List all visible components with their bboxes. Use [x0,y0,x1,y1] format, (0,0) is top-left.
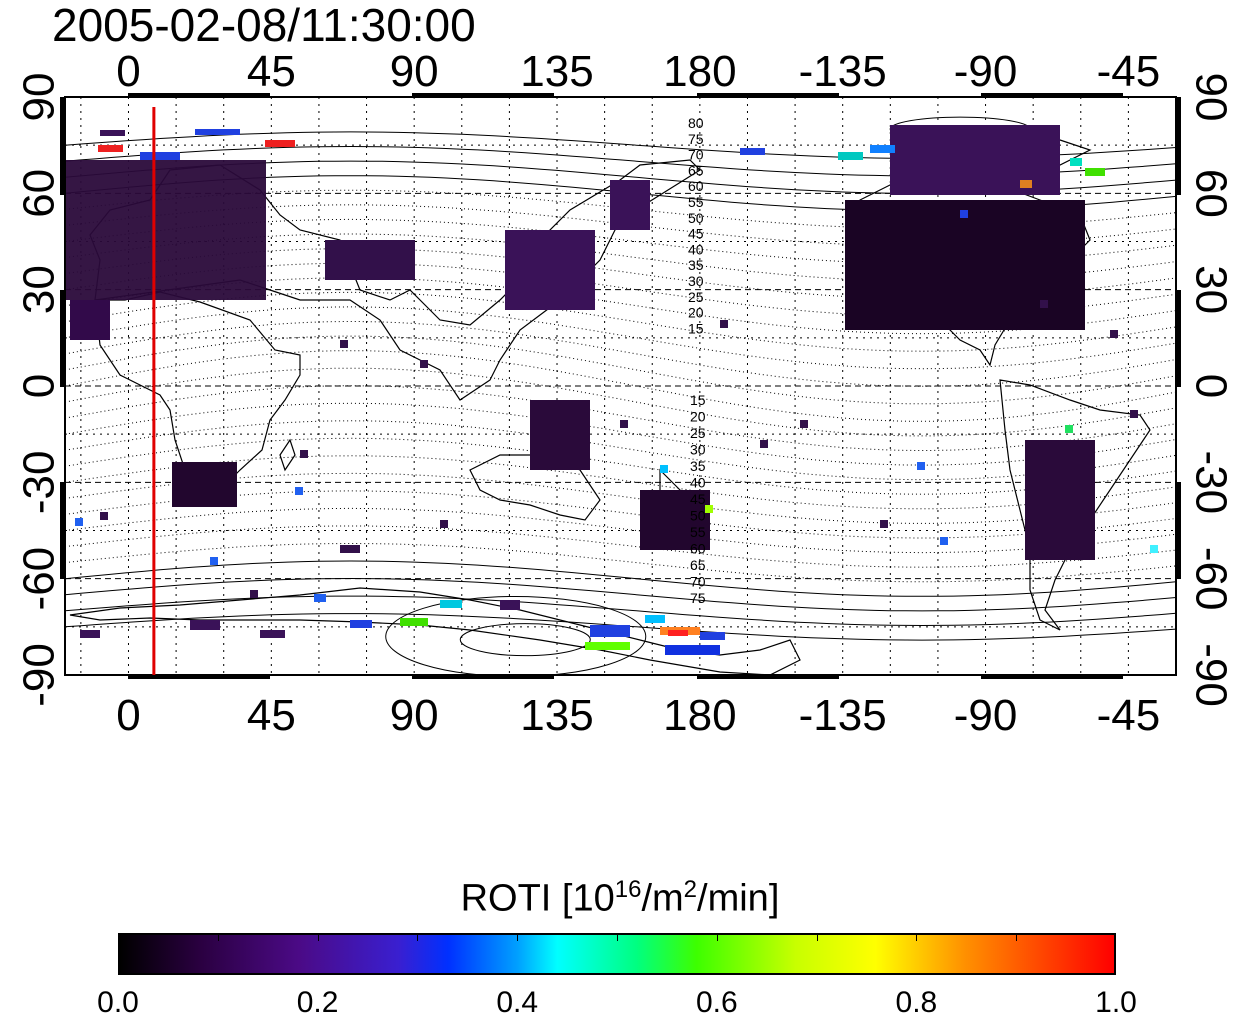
contour-label: 65 [688,162,704,178]
y-tick-label: -60 [14,547,63,611]
colorbar-tick-mark [217,933,219,941]
contour-label: 80 [688,115,704,131]
south-pole-contour [459,623,591,657]
x-tick-label: -135 [799,47,887,96]
contour-line [64,507,1177,554]
contour-label: 40 [690,475,706,491]
colorbar-tick-mark [816,933,818,941]
y-tick-label: -90 [14,643,63,707]
contour-label: 15 [688,320,704,336]
contour-label: 30 [688,273,704,289]
x-tick-label: 45 [247,691,296,740]
contour-label: 55 [688,194,704,210]
contour-label: 20 [688,305,704,321]
colorbar-title: ROTI [1016/m2/min] [460,876,780,920]
contour-line [64,577,1177,612]
colorbar-tick-label: 0.8 [895,986,938,1019]
colorbar-tick-mark [417,933,419,941]
contour-label: 35 [690,458,706,474]
x-tick-label: 180 [663,691,736,740]
contour-line [64,320,1177,387]
south-pole-contour [385,595,647,677]
contour-label: 20 [690,409,706,425]
colorbar-tick-label: 0.6 [695,986,738,1019]
y-tick-label: 0 [14,374,63,398]
roti-data-pixels [66,125,1158,655]
contour-label: 45 [690,491,706,507]
y-tick-label: 60 [1187,169,1236,218]
map-title: 2005-02-08/11:30:00 [52,0,476,51]
contour-line [64,335,1177,405]
y-axis-left-labels: 90 60 30 0 -30 -60 -90 [14,73,63,707]
y-tick-label: 90 [1187,73,1236,122]
x-tick-label: 135 [520,691,593,740]
contour-label: 55 [690,524,706,540]
x-tick-label: 90 [390,47,439,96]
contour-label: 60 [690,541,706,557]
x-axis-top-labels: 0 45 90 135 180 -135 -90 -45 [116,47,1160,96]
y-tick-label: 0 [1187,374,1236,398]
y-tick-label: 90 [14,73,63,122]
contour-line [64,402,1177,466]
x-axis-bottom-labels: 0 45 90 135 180 -135 -90 -45 [116,691,1160,740]
x-tick-label: 180 [663,47,736,96]
colorbar-tick-mark [916,933,918,941]
y-tick-label: 30 [1187,265,1236,314]
contour-label: 25 [688,289,704,305]
colorbar-tick-label: 0.0 [97,986,139,1019]
y-tick-label: 60 [14,169,63,218]
contour-line [64,525,1177,568]
contour-label: 50 [688,210,704,226]
x-tick-label: 0 [116,47,140,96]
contour-line [64,367,1177,437]
y-tick-label: -90 [1187,643,1236,707]
colorbar-tick-mark [317,933,319,941]
colorbar-tick-mark [517,933,519,941]
x-tick-label: -90 [954,47,1018,96]
contour-label: 70 [688,147,704,163]
contour-label: 45 [688,226,704,242]
contour-label: 40 [688,241,704,257]
contour-label: 75 [688,131,704,147]
y-tick-label: -30 [14,451,63,515]
x-tick-label: 0 [116,691,140,740]
contour-line [64,595,1177,627]
contour-line [64,385,1177,452]
colorbar-tick-label: 1.0 [1095,986,1137,1019]
colorbar-tick-label: 0.4 [496,986,539,1019]
y-tick-label: -60 [1187,547,1236,611]
x-tick-label: -90 [954,691,1018,740]
contour-label: 30 [690,442,706,458]
y-axis-right-labels: 90 60 30 0 -30 -60 -90 [1187,73,1236,707]
contour-label: 65 [690,557,706,573]
colorbar-tick-label: 0.2 [296,986,339,1019]
x-tick-label: 45 [247,47,296,96]
contour-label: 60 [688,178,704,194]
y-tick-label: -30 [1187,451,1236,515]
y-tick-label: 30 [14,265,63,314]
x-tick-label: 90 [390,691,439,740]
axis-border-blocks [60,93,1181,679]
contour-label: 75 [690,590,706,606]
contour-line [64,350,1177,422]
contour-line [64,560,1177,597]
contour-label: 25 [690,425,706,441]
x-tick-label: -45 [1097,691,1161,740]
contour-label: 70 [690,574,706,590]
colorbar-tick-mark [1016,933,1018,941]
contour-label: 15 [690,392,706,408]
contour-line [64,542,1177,583]
colorbar-tick-mark [617,933,618,941]
contour-label: 35 [688,257,704,273]
x-tick-label: -135 [799,691,887,740]
x-tick-label: 135 [520,47,593,96]
x-tick-label: -45 [1097,47,1161,96]
contour-label: 50 [690,508,706,524]
colorbar-tick-mark [716,933,718,941]
